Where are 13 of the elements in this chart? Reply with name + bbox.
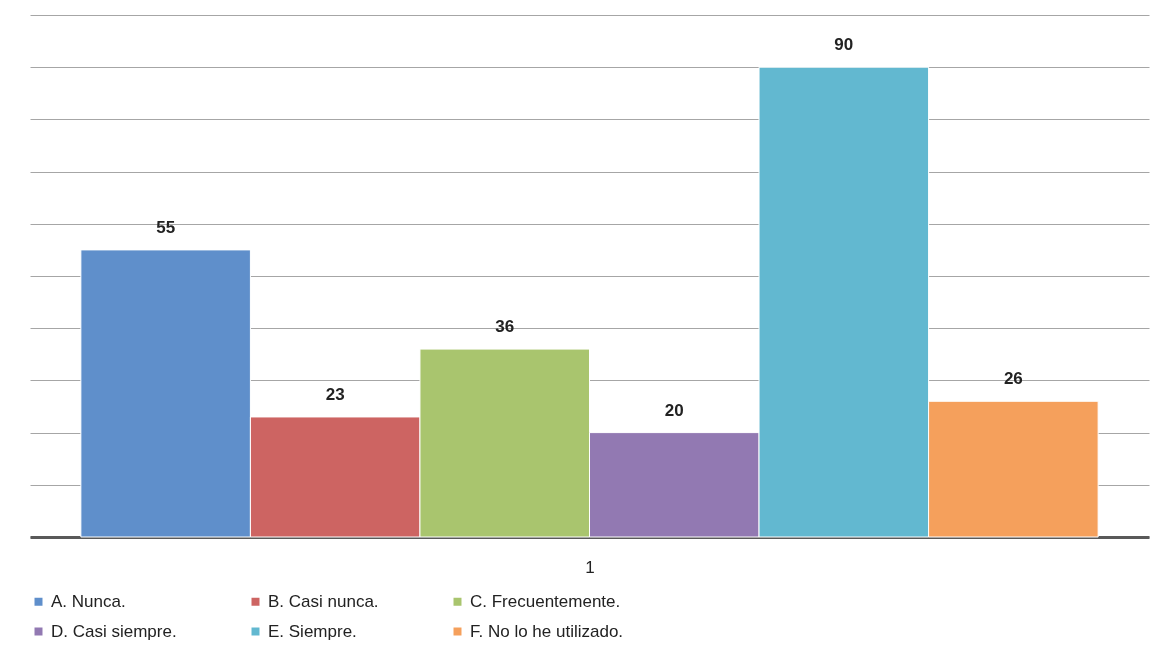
- legend-label: D. Casi siempre.: [51, 621, 177, 641]
- data-label: 55: [156, 217, 176, 237]
- data-label: 36: [495, 317, 515, 337]
- x-axis-title: 1: [585, 557, 595, 577]
- data-label: 26: [1003, 369, 1023, 389]
- legend-label: C. Frecuentemente.: [470, 591, 621, 611]
- data-label: 90: [834, 35, 854, 55]
- legend-label: A. Nunca.: [51, 591, 126, 611]
- data-label: 20: [664, 400, 684, 420]
- legend-label: F. No lo he utilizado.: [470, 621, 624, 641]
- legend-label: E. Siempre.: [268, 621, 357, 641]
- data-label: 23: [325, 384, 345, 404]
- legend-label: B. Casi nunca.: [268, 591, 379, 611]
